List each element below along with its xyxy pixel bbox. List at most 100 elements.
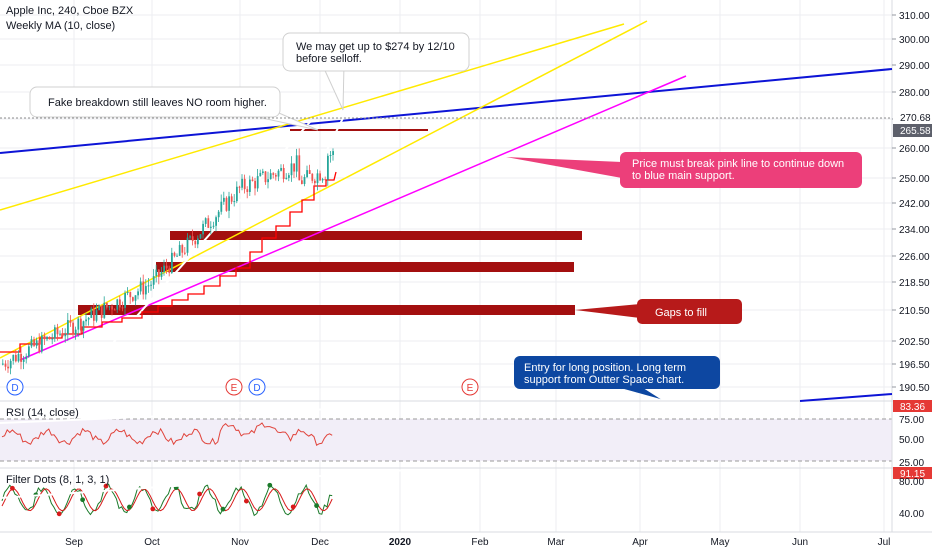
candle-body xyxy=(113,309,116,311)
candle xyxy=(319,170,321,181)
filter-badge-bg xyxy=(893,467,932,479)
candle-body xyxy=(251,179,254,181)
time-tick-label: 2020 xyxy=(389,537,412,548)
white-projection-line[interactable] xyxy=(322,107,349,159)
candle-body xyxy=(61,333,64,337)
candle xyxy=(285,173,288,180)
candle xyxy=(314,178,316,187)
candle-body xyxy=(316,173,319,184)
time-tick-label: Nov xyxy=(231,537,249,548)
gap-zone-upper[interactable] xyxy=(170,231,582,240)
event-marker-dividend-1[interactable]: D xyxy=(6,378,24,396)
candle xyxy=(121,301,124,312)
blue-main-support-line[interactable] xyxy=(0,68,893,154)
candle xyxy=(186,233,189,256)
event-marker-dividend-2[interactable]: D xyxy=(248,378,266,396)
candle-body xyxy=(160,271,163,277)
price-tick-label: 196.50 xyxy=(899,360,930,371)
callout-text: Entry for long position. Long term suppo… xyxy=(524,362,689,386)
candle xyxy=(301,175,303,185)
candle xyxy=(33,336,35,348)
candle-body xyxy=(95,310,98,321)
candle-body xyxy=(202,223,204,235)
candle-body xyxy=(82,321,85,331)
rsi-white-trendline[interactable] xyxy=(0,407,357,424)
callout-text: We may get up to $274 by 12/10 before se… xyxy=(296,41,458,65)
candle-body xyxy=(207,218,210,228)
yellow-upper-trendline[interactable] xyxy=(0,23,625,211)
candle xyxy=(199,234,202,239)
candle xyxy=(28,344,30,358)
candle-body xyxy=(28,346,30,357)
candle xyxy=(282,164,285,183)
candle-body xyxy=(230,196,233,202)
callout-box xyxy=(282,32,470,72)
candle-body xyxy=(267,179,269,183)
yellow-lower-trendline[interactable] xyxy=(0,20,648,359)
candle-body xyxy=(108,306,111,308)
candle-body xyxy=(7,366,9,369)
callout-target[interactable]: We may get up to $274 by 12/10 before se… xyxy=(282,32,470,111)
event-marker-earnings-1[interactable]: E xyxy=(225,378,243,396)
gap-zone-middle[interactable] xyxy=(156,262,574,272)
candle xyxy=(56,323,59,341)
candle xyxy=(217,209,220,223)
candle-body xyxy=(69,320,72,323)
callout-pink-line[interactable]: Price must break pink line to continue d… xyxy=(506,152,862,188)
blue-long-term-support-line[interactable] xyxy=(799,393,893,402)
candle xyxy=(15,349,17,363)
pink-trendline[interactable] xyxy=(19,75,687,361)
candle xyxy=(311,172,314,184)
callout-gaps[interactable]: Gaps to fill xyxy=(575,299,742,324)
filter-dot xyxy=(314,503,319,509)
candle-body xyxy=(259,172,262,177)
candle-body xyxy=(275,174,277,177)
rsi-band xyxy=(0,419,892,461)
candle xyxy=(108,305,111,311)
rsi-badge: 83.36 xyxy=(900,402,925,413)
candle xyxy=(134,295,137,306)
callout-entry[interactable]: Entry for long position. Long term suppo… xyxy=(514,356,720,401)
candle xyxy=(178,241,181,257)
filter-white-trendline[interactable] xyxy=(0,469,409,499)
candle xyxy=(241,174,243,191)
price-tick-label: 234.00 xyxy=(899,225,930,236)
candle-body xyxy=(124,293,126,308)
candle xyxy=(259,169,262,177)
candle-body xyxy=(111,306,113,310)
candle xyxy=(176,253,178,257)
candle-body xyxy=(176,255,178,257)
candle xyxy=(103,296,106,319)
candle xyxy=(111,303,113,316)
price-tick-label: 190.50 xyxy=(899,383,930,394)
candle-body xyxy=(191,236,194,242)
candle-body xyxy=(38,340,41,352)
filter-dot xyxy=(197,491,203,497)
candle-body xyxy=(155,269,158,277)
candle xyxy=(233,194,236,207)
filter-dot xyxy=(80,497,85,503)
candle xyxy=(9,358,12,375)
gap-zone-lower[interactable] xyxy=(78,305,575,315)
event-marker-earnings-2[interactable]: E xyxy=(461,378,479,396)
candle xyxy=(152,269,155,289)
candle xyxy=(236,181,238,204)
time-axis[interactable]: Sep Oct Nov Dec 2020 Feb Mar Apr May Jun Jul xyxy=(65,537,890,548)
candle-body xyxy=(246,189,249,192)
filter-dot xyxy=(290,504,296,510)
callout-box xyxy=(514,356,720,389)
candle xyxy=(194,239,197,248)
candle-body xyxy=(142,281,145,295)
candle xyxy=(321,177,324,183)
candle xyxy=(238,185,241,194)
candle-body xyxy=(319,173,321,181)
time-tick-label: Oct xyxy=(144,537,160,548)
candle-body xyxy=(48,336,51,340)
candle-body xyxy=(233,201,236,203)
candle xyxy=(256,169,259,192)
candle xyxy=(98,304,100,311)
candle-body xyxy=(134,295,137,301)
callout-fake-breakdown[interactable]: Fake breakdown still leaves NO room high… xyxy=(29,86,319,131)
candle-body xyxy=(171,252,173,273)
candle xyxy=(280,164,282,172)
